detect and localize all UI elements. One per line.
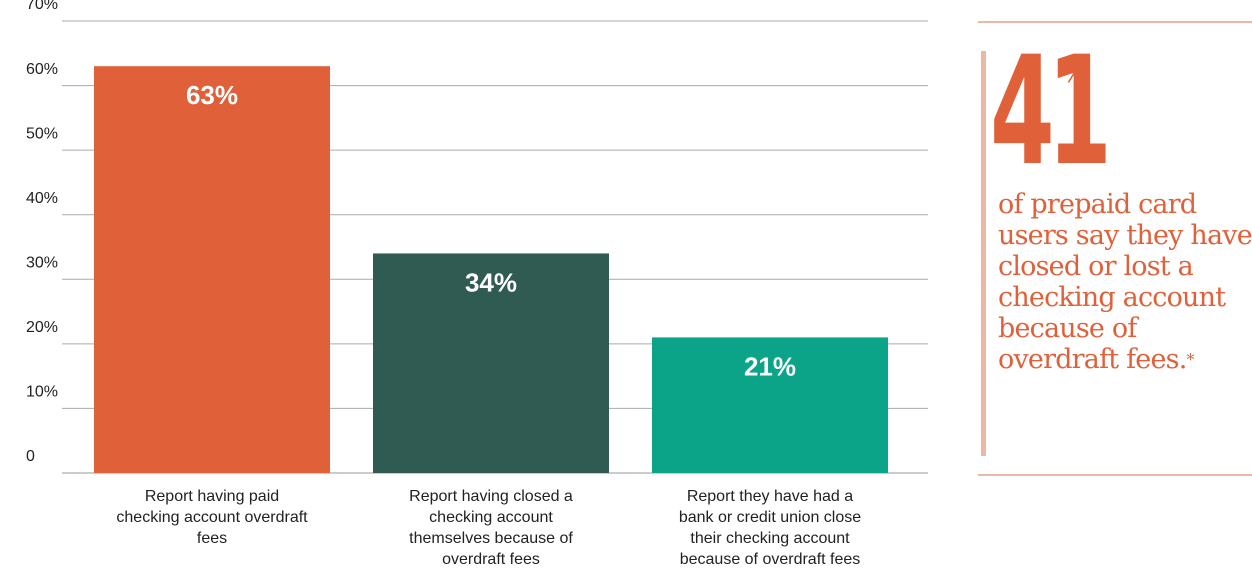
x-tick-label: Report they have had a bank or credit un… [678,488,862,568]
callout-rule [981,51,986,456]
y-tick-label: 10% [26,384,58,401]
callout-text: of prepaid card users say they have clos… [998,189,1252,375]
callout-note: * [1186,350,1195,369]
y-tick-label: 50% [26,125,58,142]
y-tick-label: 70% [26,0,58,13]
bar [94,66,330,473]
y-tick-label: 20% [26,319,58,336]
data-label: 63% [186,80,238,110]
y-tick-label: 30% [26,255,58,272]
callout: 41 % of prepaid card users say they have… [978,21,1252,476]
x-tick-label: Report having closed a checking account … [409,488,573,568]
y-tick-label: 0 [26,448,35,465]
callout-text-block: of prepaid card users say they have clos… [998,189,1252,375]
y-tick-label: 60% [26,61,58,78]
y-tick-label: 40% [26,190,58,207]
bar [373,253,609,473]
callout-number: 41 [990,25,1112,199]
bar [652,337,888,473]
data-label: 21% [744,351,796,381]
data-label: 34% [465,267,517,297]
callout-unit: % [1060,51,1093,91]
chart: 0 10% 20% 30% 40% 50% 60% 70% 63% 34% 21% [26,0,928,474]
x-tick-label: Report having paid checking account over… [116,488,308,547]
